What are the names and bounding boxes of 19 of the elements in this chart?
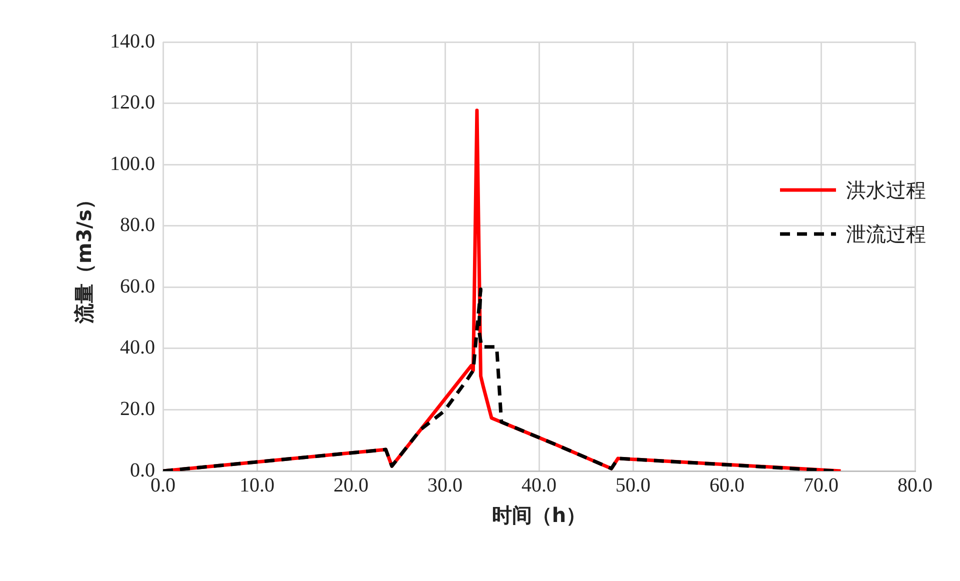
y-tick-label: 60.0 [120, 275, 155, 298]
legend-label: 洪水过程 [846, 176, 926, 204]
legend-label: 泄流过程 [846, 220, 926, 248]
x-tick-label: 80.0 [898, 474, 932, 496]
y-tick-label: 120.0 [110, 92, 155, 114]
y-axis-title: 流量（m3/s） [72, 190, 96, 324]
y-tick-label: 100.0 [110, 152, 155, 175]
y-tick-label: 40.0 [120, 336, 155, 359]
x-tick-label: 20.0 [334, 474, 368, 496]
x-tick-label: 70.0 [804, 474, 838, 496]
x-tick-label: 10.0 [240, 474, 274, 496]
y-tick-label: 20.0 [120, 398, 155, 420]
y-tick-label: 140.0 [110, 30, 155, 52]
x-tick-label: 60.0 [710, 474, 744, 496]
x-axis-title: 时间（h） [492, 503, 586, 528]
x-tick-label: 50.0 [616, 474, 650, 496]
x-tick-label: 40.0 [522, 474, 556, 496]
x-tick-label: 30.0 [428, 474, 462, 496]
y-tick-label: 80.0 [120, 214, 155, 236]
